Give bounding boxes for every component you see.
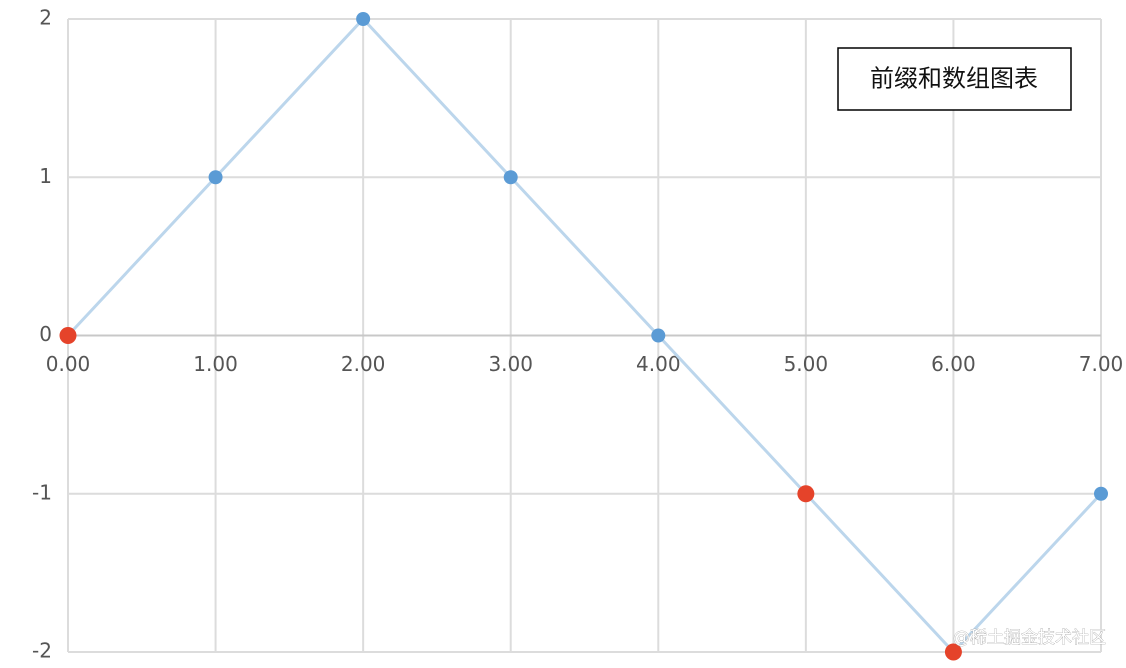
- x-tick-label: 5.00: [784, 352, 829, 376]
- highlight-point: [944, 643, 962, 661]
- data-point: [1094, 486, 1108, 501]
- x-tick-label: 0.00: [46, 352, 91, 376]
- data-point: [208, 170, 223, 185]
- series-line: [66, 16, 1103, 655]
- watermark: @稀土掘金技术社区: [953, 628, 1106, 648]
- y-tick-label: -1: [32, 480, 52, 504]
- x-tick-label: 1.00: [193, 352, 238, 376]
- marks: [59, 12, 1108, 661]
- highlight-point: [797, 485, 815, 503]
- y-tick-label: 1: [39, 164, 52, 188]
- y-tick-label: 2: [39, 6, 52, 30]
- highlight-point: [59, 327, 77, 344]
- y-tick-label: -2: [32, 639, 52, 663]
- x-tick-label: 3.00: [488, 352, 533, 376]
- x-tick-label: 6.00: [931, 352, 976, 376]
- chart-title: 前缀和数组图表: [870, 65, 1038, 93]
- data-point: [651, 328, 666, 343]
- x-tick-label: 7.00: [1079, 352, 1124, 376]
- x-tick-label: 2.00: [341, 352, 386, 376]
- data-point: [356, 12, 371, 26]
- x-tick-label: 4.00: [636, 352, 681, 376]
- data-point: [503, 170, 518, 185]
- title-box: [837, 47, 1072, 111]
- y-tick-label: 0: [39, 322, 52, 346]
